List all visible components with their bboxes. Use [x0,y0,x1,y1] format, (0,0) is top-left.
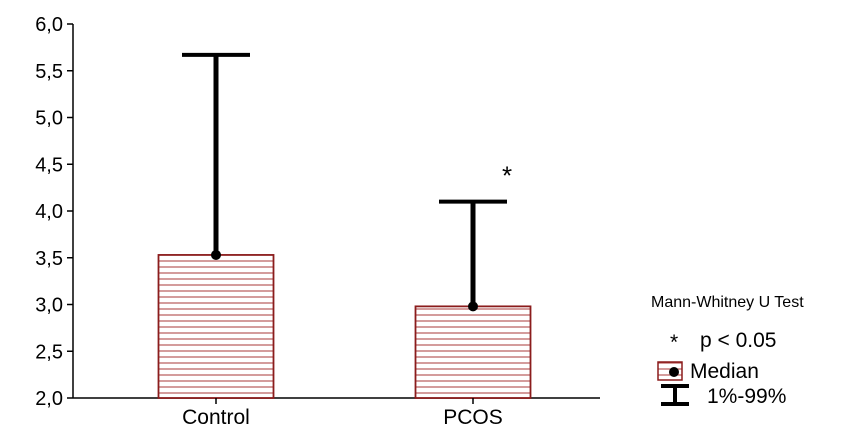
y-tick-label: 5,0 [35,108,63,130]
y-tick-label: 4,0 [35,201,63,223]
legend-range-label: 1%-99% [707,385,786,408]
category-label-pcos: PCOS [443,406,503,427]
y-tick-label: 2,0 [35,388,63,410]
y-tick-label: 6,0 [35,14,63,36]
legend-median-label: Median [690,360,759,383]
median-point-control [211,249,221,260]
bar-control [157,254,275,399]
x-axis-categories: Control PCOS [182,398,503,427]
legend-median-dot [669,367,679,377]
legend-test-name: Mann-Whitney U Test [651,294,804,311]
y-tick-label: 4,5 [35,154,63,176]
y-tick-label: 5,5 [35,61,63,83]
legend-range-icon [661,384,689,406]
category-label-control: Control [182,406,250,427]
bar-pcos [414,305,532,399]
legend-sig-text: p < 0.05 [700,329,776,352]
median-point-pcos [468,301,478,312]
y-tick-label: 2,5 [35,341,63,363]
y-tick-label: 3,0 [35,295,63,317]
bars: * [157,52,532,399]
legend-sig-mark: * [670,331,678,354]
significance-mark: * [502,161,512,191]
legend: Mann-Whitney U Test * p < 0.05 Median 1%… [651,294,804,408]
y-tick-label: 3,5 [35,248,63,270]
